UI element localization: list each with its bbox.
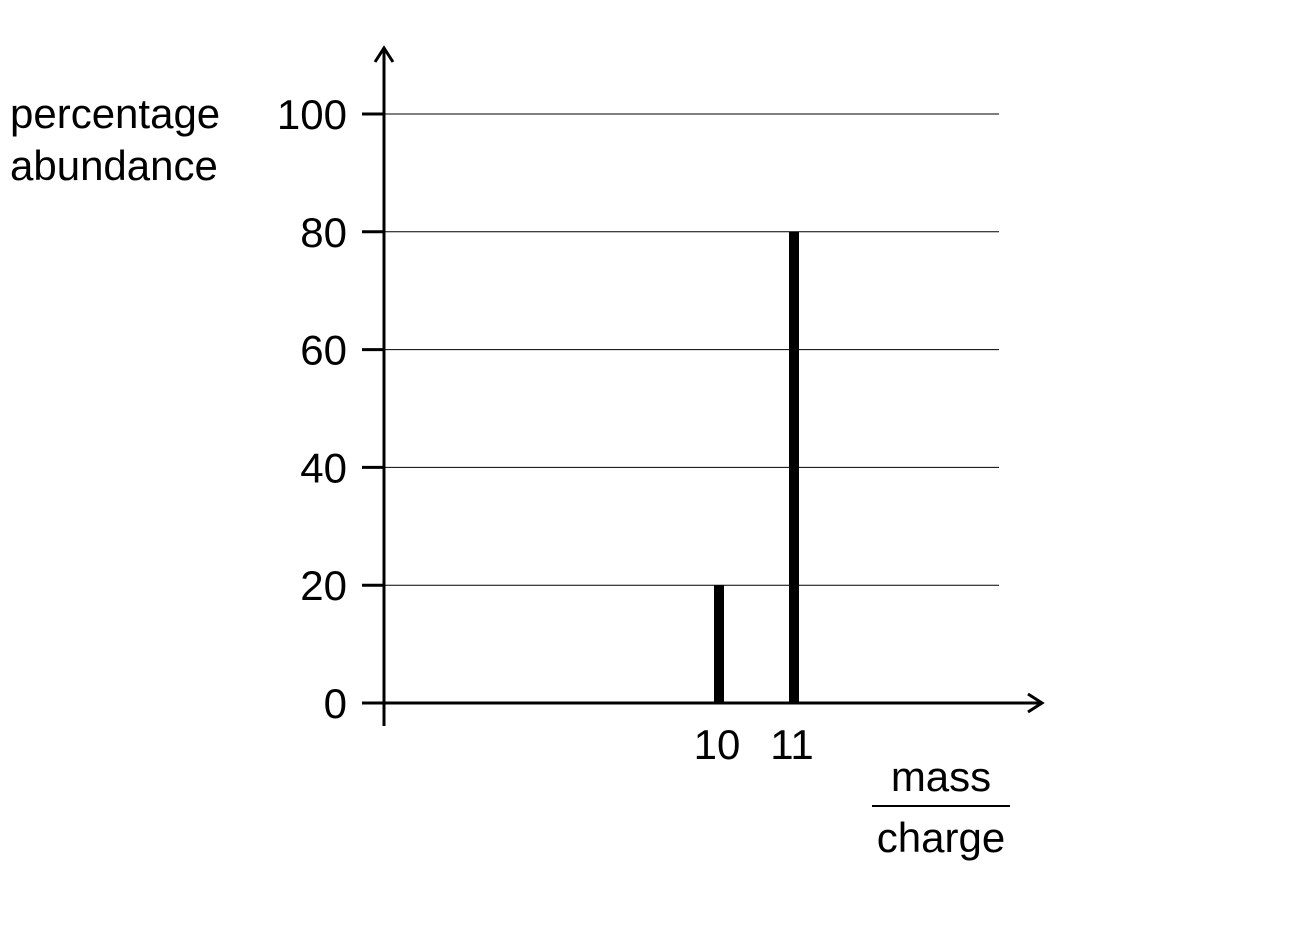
x-tick-labels: 10 11 (694, 721, 814, 768)
y-tick-label-20: 20 (300, 562, 347, 609)
axes (362, 45, 1045, 726)
y-axis-arrowhead (373, 45, 395, 63)
y-axis-label-line-1: percentage (10, 90, 221, 137)
x-axis-label-numerator: mass (890, 753, 992, 800)
y-tick-label-80: 80 (300, 209, 347, 256)
bar-11 (789, 231, 799, 704)
bars (714, 231, 799, 704)
y-axis-label-line-2: abundance (10, 142, 218, 189)
y-ticks: 0 20 40 60 80 100 (277, 91, 384, 727)
x-tick-label-10: 10 (694, 721, 741, 768)
x-tick-label-11: 11 (770, 721, 814, 768)
y-tick-label-60: 60 (300, 327, 347, 374)
x-axis-arrowhead (1027, 692, 1045, 714)
x-axis-label-denominator: charge (876, 814, 1006, 861)
x-axis-label: mass charge (866, 752, 1016, 863)
y-tick-label-100: 100 (277, 91, 347, 138)
x-axis-label-fraction-bar (872, 805, 1010, 807)
bar-10 (714, 585, 724, 703)
gridlines (384, 113, 999, 586)
y-tick-label-40: 40 (300, 444, 347, 491)
y-tick-label-0: 0 (324, 680, 347, 727)
y-axis-label: percentage abundance (10, 88, 220, 192)
